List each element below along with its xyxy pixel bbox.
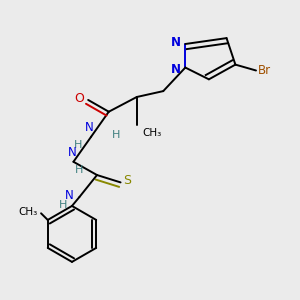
Text: H: H — [74, 140, 82, 150]
Text: N: N — [68, 146, 76, 159]
Text: N: N — [65, 189, 74, 202]
Text: N: N — [171, 62, 181, 76]
Text: O: O — [74, 92, 84, 105]
Text: H: H — [112, 130, 120, 140]
Text: N: N — [171, 36, 181, 49]
Text: CH₃: CH₃ — [142, 128, 162, 138]
Text: H: H — [59, 200, 68, 210]
Text: Br: Br — [257, 64, 271, 77]
Text: N: N — [85, 122, 94, 134]
Text: CH₃: CH₃ — [19, 207, 38, 217]
Text: S: S — [124, 174, 131, 188]
Text: H: H — [75, 165, 83, 175]
